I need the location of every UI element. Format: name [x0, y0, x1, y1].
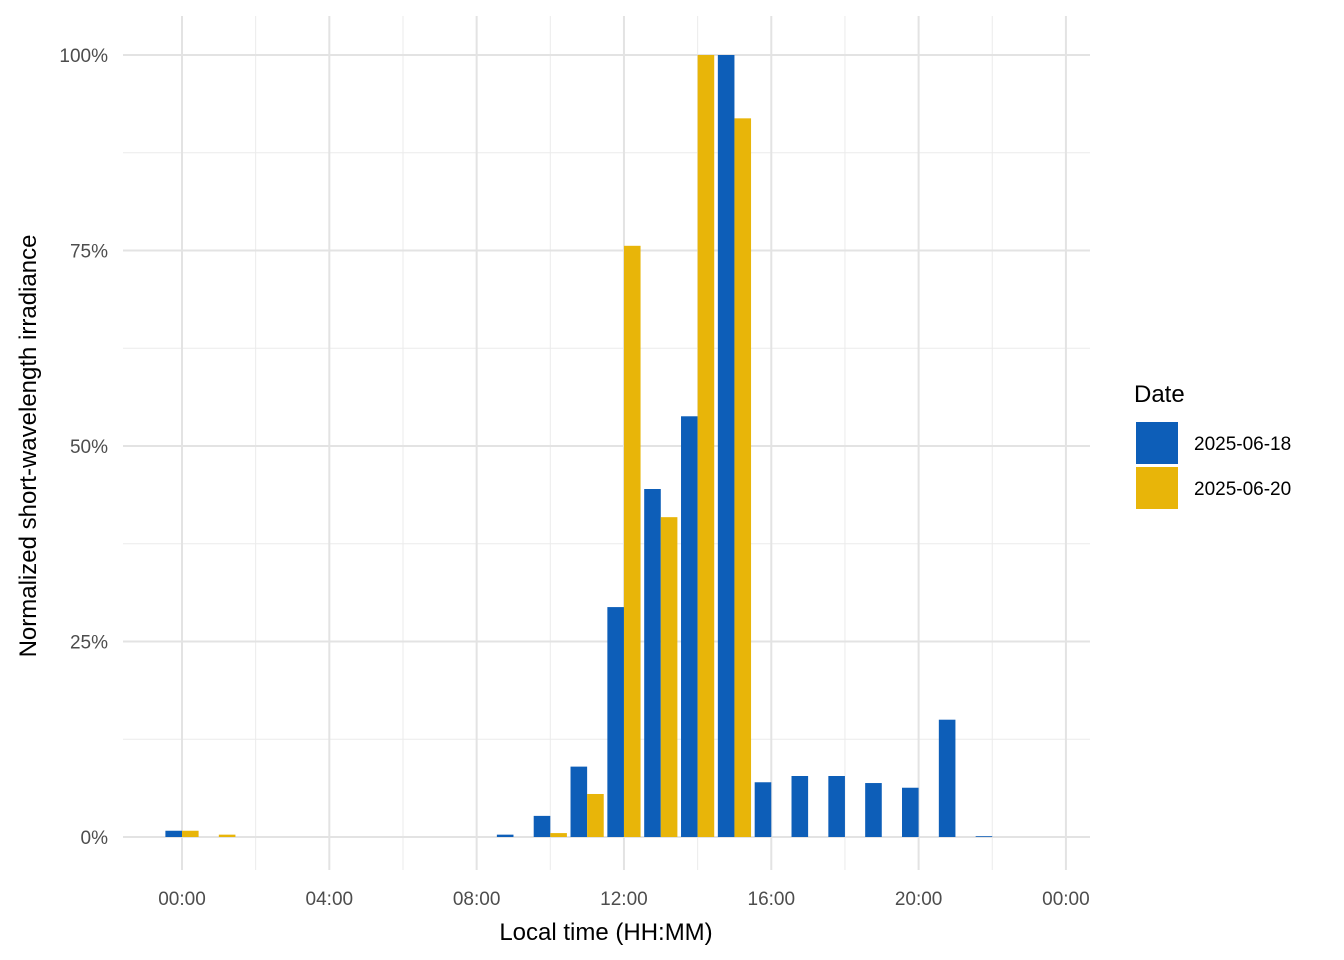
bar-2025-06-20-h15	[734, 118, 752, 838]
bar-2025-06-18-h19	[865, 783, 882, 837]
bar-2025-06-18-h11	[570, 766, 588, 837]
y-tick-label: 0%	[81, 828, 109, 849]
legend-swatch-2025-06-18	[1136, 422, 1178, 464]
bar-2025-06-18-h22	[975, 836, 993, 837]
bar-2025-06-18-h14	[681, 416, 698, 837]
bar-2025-06-18-h20	[902, 787, 919, 837]
x-tick-label: 08:00	[453, 889, 501, 910]
bar-2025-06-18-h0	[165, 830, 182, 837]
x-tick-label: 00:00	[1042, 889, 1090, 910]
bar-2025-06-18-h13	[644, 489, 661, 837]
y-tick-label: 50%	[70, 437, 108, 458]
legend-swatch-2025-06-20	[1136, 467, 1178, 509]
bar-2025-06-18-h15	[717, 55, 735, 837]
bar-2025-06-18-h16	[754, 782, 772, 837]
y-tick-label: 75%	[70, 242, 108, 263]
bar-2025-06-18-h10	[533, 815, 551, 837]
bar-2025-06-20-h1	[218, 834, 236, 837]
x-tick-label: 12:00	[600, 889, 648, 910]
y-axis-title: Normalized short-wavelength irradiance	[15, 235, 42, 658]
bar-2025-06-20-h12	[623, 245, 641, 838]
bar-2025-06-20-h14	[697, 55, 715, 837]
x-tick-label: 04:00	[306, 889, 354, 910]
bar-2025-06-20-h0	[182, 830, 199, 837]
bar-2025-06-20-h11	[587, 793, 604, 837]
x-tick-label: 20:00	[895, 889, 943, 910]
bar-2025-06-18-h12	[607, 607, 624, 837]
legend-title: Date	[1134, 381, 1185, 408]
bar-2025-06-18-h17	[791, 776, 809, 837]
bar-2025-06-18-h21	[938, 719, 956, 837]
bar-2025-06-20-h10	[550, 833, 567, 837]
bar-2025-06-18-h18	[828, 776, 845, 837]
legend-label: 2025-06-18	[1194, 434, 1291, 455]
y-tick-label: 25%	[70, 633, 108, 654]
bar-2025-06-20-h13	[660, 517, 678, 837]
x-tick-label: 00:00	[158, 889, 206, 910]
legend-label: 2025-06-20	[1194, 479, 1291, 500]
y-tick-label: 100%	[59, 46, 108, 67]
x-axis-title: Local time (HH:MM)	[499, 919, 712, 946]
x-tick-label: 16:00	[748, 889, 796, 910]
bar-2025-06-18-h9	[496, 834, 514, 837]
